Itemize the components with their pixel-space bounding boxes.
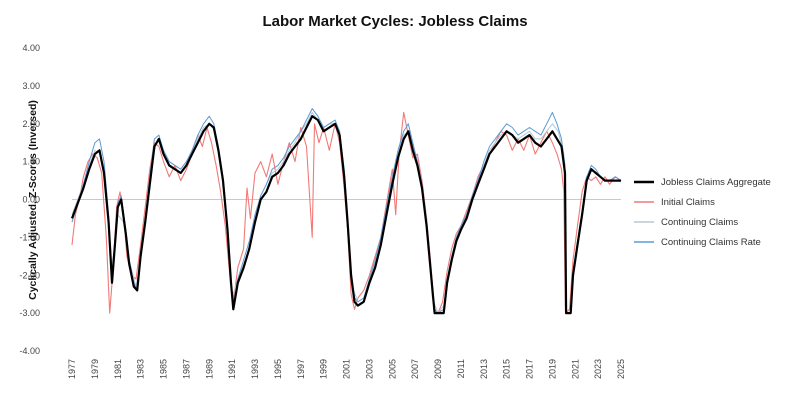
plot-area: 4.00 3.00 2.00 1.00 0.00 -1.00 -2.00 -3.00 -4.00… — [19, 43, 626, 379]
y-tick-label: 3.00 — [22, 81, 40, 91]
x-tick-label: 1979 — [90, 359, 100, 379]
y-tick-label: 0.00 — [22, 195, 40, 205]
x-tick-label: 1981 — [113, 359, 123, 379]
x-tick-label: 1977 — [67, 359, 77, 379]
x-tick-label: 2021 — [570, 359, 580, 379]
x-tick-label: 2001 — [342, 359, 352, 379]
y-tick-label: 1.00 — [22, 157, 40, 167]
x-tick-label: 1995 — [273, 359, 283, 379]
legend-label: Initial Claims — [661, 197, 715, 208]
x-tick-label: 2009 — [433, 359, 443, 379]
x-tick-label: 1985 — [159, 359, 169, 379]
x-tick-label: 2003 — [364, 359, 374, 379]
series-line-jobless-claims-aggregate — [70, 115, 621, 315]
legend-label: Continuing Claims — [661, 217, 738, 228]
x-tick-label: 1983 — [136, 359, 146, 379]
x-tick-label: 2023 — [593, 359, 603, 379]
x-tick-label: 1991 — [227, 359, 237, 379]
x-tick-label: 2005 — [387, 359, 397, 379]
x-tick-label: 1999 — [319, 359, 329, 379]
legend-label: Continuing Claims Rate — [661, 237, 761, 248]
y-tick-label: -3.00 — [19, 308, 40, 318]
x-tick-label: 2007 — [410, 359, 420, 379]
x-tick-label: 1989 — [204, 359, 214, 379]
chart-title: Labor Market Cycles: Jobless Claims — [262, 13, 527, 30]
y-tick-label: -2.00 — [19, 270, 40, 280]
x-tick-label: 1987 — [181, 359, 191, 379]
x-tick-label: 2025 — [616, 359, 626, 379]
x-tick-label: 2019 — [547, 359, 557, 379]
x-tick-label: 2011 — [456, 359, 466, 378]
x-tick-label: 2017 — [525, 359, 535, 379]
x-tick-label: 1993 — [250, 359, 260, 379]
y-tick-label: 4.00 — [22, 43, 40, 53]
y-tick-label: -1.00 — [19, 232, 40, 242]
y-tick-label: -4.00 — [19, 346, 40, 356]
y-tick-label: 2.00 — [22, 119, 40, 129]
x-tick-label: 1997 — [296, 359, 306, 379]
legend: Jobless Claims Aggregate Initial Claims Co… — [634, 177, 771, 248]
y-axis-title: Cyclically Adjusted, Z-Scores (Inversed) — [27, 100, 39, 300]
x-tick-label: 2013 — [479, 359, 489, 379]
legend-label: Jobless Claims Aggregate — [661, 177, 771, 188]
x-tick-label: 2015 — [502, 359, 512, 379]
